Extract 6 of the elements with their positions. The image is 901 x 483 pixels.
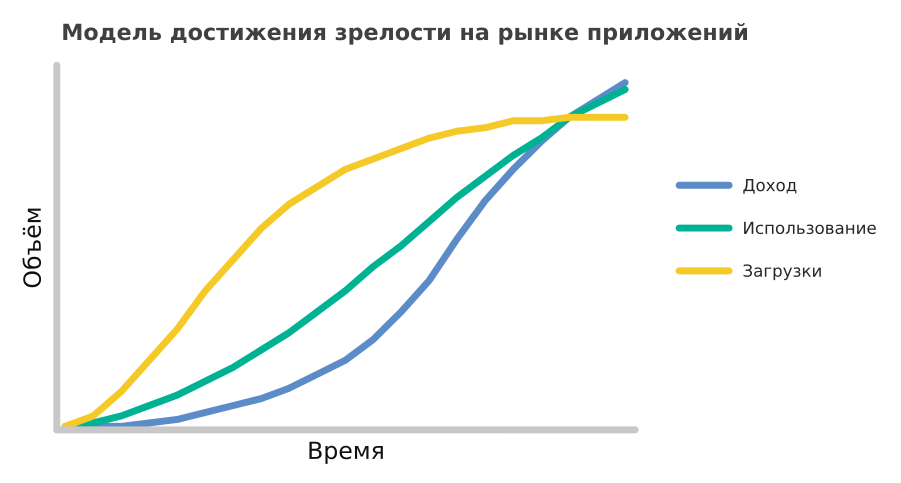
x-axis-title: Время: [309, 442, 383, 464]
legend-label: Использование: [744, 222, 876, 234]
y-axis-title: Объём: [22, 208, 42, 288]
legend-label: Загрузки: [744, 264, 821, 280]
chart-title: Модель достижения зрелости на рынке приложений: [63, 23, 747, 45]
legend-label: Доход: [743, 178, 796, 194]
